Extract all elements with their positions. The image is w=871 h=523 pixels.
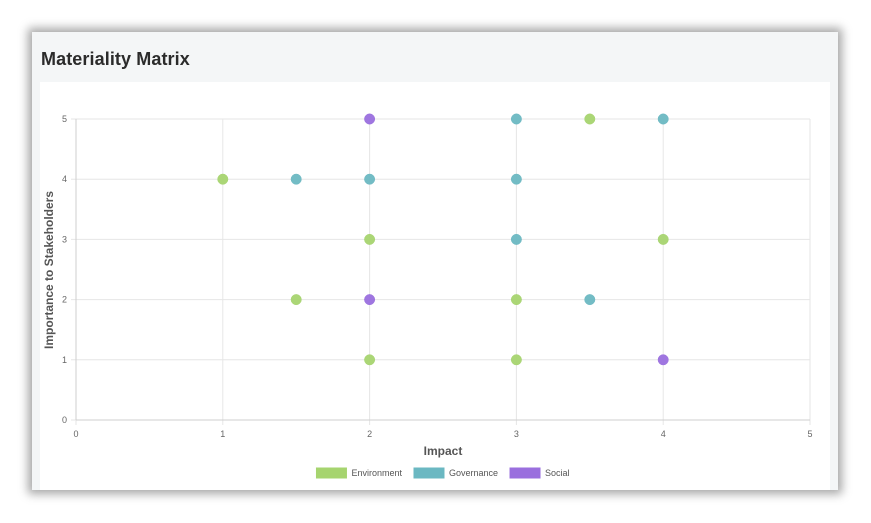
- legend-swatch: [509, 467, 541, 479]
- environment-point[interactable]: [290, 294, 302, 306]
- social-point[interactable]: [364, 294, 376, 306]
- x-tick-label: 0: [73, 429, 78, 439]
- plot-area-background: [40, 82, 830, 490]
- environment-point[interactable]: [657, 233, 669, 245]
- legend-label: Social: [545, 468, 570, 478]
- chart-card: Materiality Matrix: [32, 32, 838, 490]
- environment-point[interactable]: [510, 294, 522, 306]
- y-tick-label: 1: [62, 355, 67, 365]
- environment-point[interactable]: [584, 113, 596, 125]
- x-tick-label: 5: [807, 429, 812, 439]
- y-tick-label: 3: [62, 234, 67, 244]
- legend-item-environment[interactable]: Environment: [315, 467, 402, 479]
- y-axis-title: Importance to Stakeholders: [42, 191, 56, 349]
- governance-point[interactable]: [657, 113, 669, 125]
- governance-point[interactable]: [290, 173, 302, 185]
- card-header: Materiality Matrix: [32, 32, 838, 83]
- legend-swatch: [315, 467, 347, 479]
- data-points: [217, 113, 669, 366]
- environment-point[interactable]: [510, 354, 522, 366]
- card-body: [32, 82, 838, 490]
- y-tick-label: 2: [62, 295, 67, 305]
- axes: 0 1 2 3 4 5 0 1 2 3 4 5: [62, 114, 813, 439]
- social-point[interactable]: [364, 113, 376, 125]
- governance-point[interactable]: [510, 173, 522, 185]
- legend: Environment Governance Social: [315, 467, 570, 479]
- y-tick-label: 0: [62, 415, 67, 425]
- environment-point[interactable]: [364, 354, 376, 366]
- legend-swatch: [413, 467, 445, 479]
- x-tick-label: 2: [367, 429, 372, 439]
- social-point[interactable]: [657, 354, 669, 366]
- legend-label: Governance: [449, 468, 498, 478]
- grid-lines: [71, 118, 811, 425]
- x-axis-title: Impact: [424, 444, 463, 458]
- environment-point[interactable]: [364, 233, 376, 245]
- x-tick-label: 4: [661, 429, 666, 439]
- card-title: Materiality Matrix: [41, 49, 190, 69]
- x-tick-label: 3: [514, 429, 519, 439]
- y-tick-label: 4: [62, 174, 67, 184]
- governance-point[interactable]: [510, 113, 522, 125]
- legend-item-governance[interactable]: Governance: [413, 467, 498, 479]
- governance-point[interactable]: [510, 233, 522, 245]
- governance-point[interactable]: [364, 173, 376, 185]
- environment-point[interactable]: [217, 173, 229, 185]
- legend-item-social[interactable]: Social: [509, 467, 570, 479]
- governance-point[interactable]: [584, 294, 596, 306]
- legend-label: Environment: [351, 468, 402, 478]
- x-tick-label: 1: [220, 429, 225, 439]
- y-tick-label: 5: [62, 114, 67, 124]
